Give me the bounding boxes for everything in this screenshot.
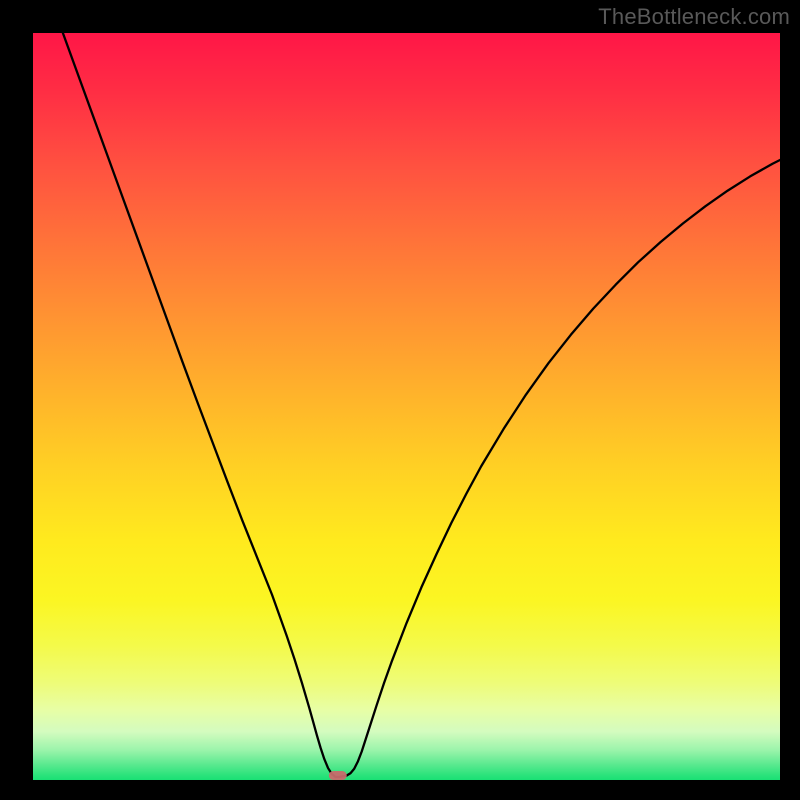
watermark-text: TheBottleneck.com — [598, 4, 790, 30]
minimum-marker — [329, 771, 347, 780]
chart-svg — [33, 33, 780, 780]
gradient-background — [33, 33, 780, 780]
plot-area — [33, 33, 780, 780]
chart-frame: TheBottleneck.com — [0, 0, 800, 800]
